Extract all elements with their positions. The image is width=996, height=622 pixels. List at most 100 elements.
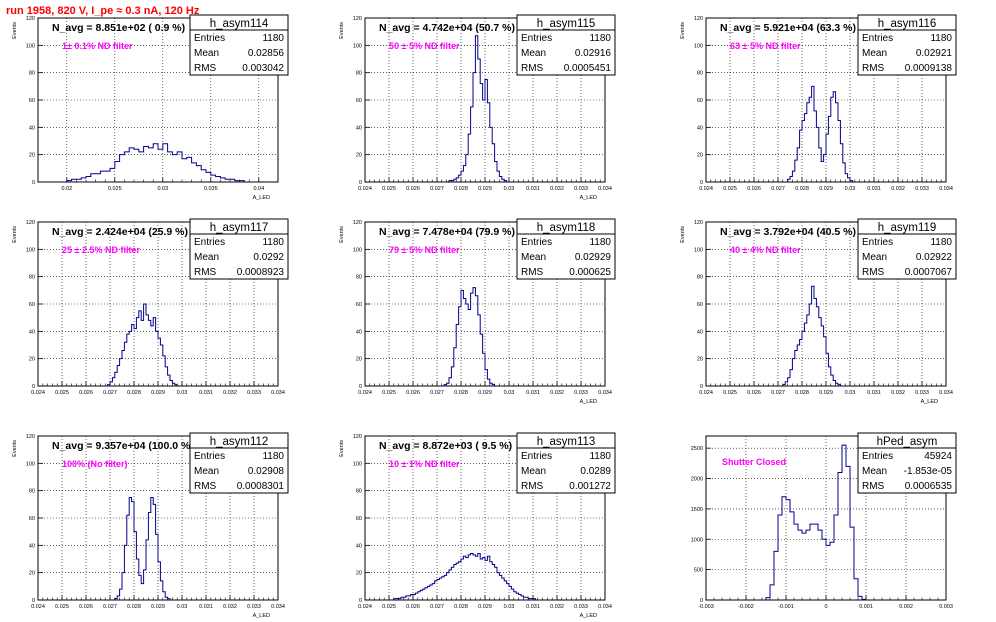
- x-tick-label: 0.033: [574, 186, 588, 192]
- x-tick-label: 0.031: [526, 604, 540, 610]
- x-tick-label: 0.032: [550, 186, 564, 192]
- y-tick-label: 2500: [691, 446, 703, 452]
- x-tick-label: 0.028: [795, 390, 809, 396]
- stat-label-mean: Mean: [194, 466, 219, 477]
- x-tick-label: 0.032: [891, 390, 905, 396]
- x-tick-label: 0.027: [430, 186, 444, 192]
- stat-label-entries: Entries: [194, 451, 225, 462]
- x-tick-label: 0.034: [939, 390, 953, 396]
- stat-value-mean: 0.02856: [248, 48, 285, 59]
- histogram-line: [393, 553, 536, 600]
- x-tick-label: 0.031: [199, 390, 213, 396]
- x-axis-title: A_LED: [921, 399, 938, 405]
- histogram-pad-h_asym116: 0.024 0.025 0.026 0.027 0.028 0.029 0.03 0.031 0…: [680, 14, 957, 192]
- x-tick-label: 0.034: [271, 390, 285, 396]
- y-tick-label: 40: [697, 125, 703, 131]
- stat-label-rms: RMS: [521, 63, 544, 74]
- navg-label: N_avg = 5.921e+04 (63.3 %): [720, 22, 856, 34]
- stat-value-rms: 0.003042: [242, 63, 284, 74]
- x-tick-label: 0.026: [406, 604, 420, 610]
- x-tick-label: 0.033: [247, 604, 261, 610]
- stat-value-entries: 1180: [262, 237, 284, 248]
- y-tick-label: 40: [356, 329, 362, 335]
- x-tick-label: 0.029: [478, 390, 492, 396]
- y-tick-label: 120: [26, 16, 35, 22]
- x-tick-label: 0.026: [79, 604, 93, 610]
- stat-value-rms: 0.0009138: [905, 63, 953, 74]
- histogram-line: [782, 285, 841, 386]
- y-tick-label: 20: [356, 571, 362, 577]
- stats-box: h_asym114 Entries 1180 Mean 0.02856 RMS 0.0030…: [189, 14, 289, 76]
- x-tick-label: 0.028: [454, 390, 468, 396]
- stat-label-rms: RMS: [862, 481, 885, 492]
- x-tick-label: 0.03: [504, 604, 515, 610]
- y-tick-label: 100: [353, 247, 362, 253]
- stat-value-entries: 1180: [589, 33, 611, 44]
- stat-label-entries: Entries: [521, 33, 552, 44]
- x-tick-label: 0.032: [891, 186, 905, 192]
- x-tick-label: 0.025: [382, 390, 396, 396]
- x-tick-label: 0.034: [598, 390, 612, 396]
- stat-value-entries: 1180: [930, 237, 952, 248]
- x-tick-label: 0.025: [382, 604, 396, 610]
- x-tick-label: 0.028: [454, 186, 468, 192]
- stat-value-entries: 1180: [589, 237, 611, 248]
- stats-box-frame: [857, 14, 957, 76]
- stat-value-rms: 0.0005451: [564, 63, 612, 74]
- stat-label-entries: Entries: [194, 237, 225, 248]
- stat-label-rms: RMS: [194, 267, 217, 278]
- y-tick-label: 0: [700, 598, 703, 604]
- filter-annotation: 79 ± 5% ND filter: [389, 245, 460, 255]
- y-tick-label: 0: [359, 180, 362, 186]
- stats-box-frame: [857, 218, 957, 280]
- stats-box-frame: [516, 14, 616, 76]
- histogram-line: [443, 287, 496, 386]
- y-tick-label: 80: [29, 489, 35, 495]
- x-tick-label: 0.003: [939, 604, 953, 610]
- stat-label-rms: RMS: [862, 63, 885, 74]
- navg-label: N_avg = 7.478e+04 (79.9 %): [379, 226, 515, 238]
- y-tick-label: 20: [356, 357, 362, 363]
- histogram-line: [448, 35, 508, 182]
- y-tick-label: 60: [29, 98, 35, 104]
- stat-value-rms: 0.0008301: [237, 481, 285, 492]
- x-tick-label: 0.033: [574, 390, 588, 396]
- x-tick-label: 0.04: [253, 186, 264, 192]
- y-tick-label: 20: [29, 571, 35, 577]
- y-tick-label: 0: [359, 598, 362, 604]
- y-axis-title: Events: [680, 226, 686, 243]
- y-tick-label: 40: [29, 329, 35, 335]
- y-tick-label: 100: [694, 43, 703, 49]
- x-tick-label: 0.026: [747, 390, 761, 396]
- stats-box: hPed_asym Entries 45924 Mean -1.853e-05 RMS 0.…: [857, 432, 957, 494]
- x-tick-label: 0.027: [771, 186, 785, 192]
- x-tick-label: 0.033: [915, 390, 929, 396]
- histogram-pad-h_asym113: 0.024 0.025 0.026 0.027 0.028 0.029 0.03 0.031 0…: [339, 432, 616, 619]
- histogram-name: h_asym117: [210, 222, 269, 234]
- navg-label: N_avg = 8.851e+02 ( 0.9 %): [52, 22, 185, 34]
- stat-value-entries: 1180: [589, 451, 611, 462]
- y-tick-label: 1000: [691, 537, 703, 543]
- histogram-name: h_asym118: [537, 222, 596, 234]
- x-tick-label: 0.029: [819, 186, 833, 192]
- filter-annotation: 40 ± 4% ND filter: [730, 245, 801, 255]
- stat-value-mean: 0.02916: [575, 48, 612, 59]
- stat-label-mean: Mean: [862, 48, 887, 59]
- x-tick-label: 0.033: [915, 186, 929, 192]
- y-tick-label: 80: [356, 489, 362, 495]
- x-tick-label: 0.032: [550, 604, 564, 610]
- x-tick-label: 0.025: [108, 186, 122, 192]
- stat-label-entries: Entries: [521, 451, 552, 462]
- histogram-line: [765, 444, 867, 600]
- x-tick-label: 0.031: [526, 390, 540, 396]
- x-tick-label: 0.03: [504, 390, 515, 396]
- stat-label-rms: RMS: [521, 481, 544, 492]
- x-tick-label: 0: [824, 604, 827, 610]
- histogram-line: [107, 303, 178, 386]
- filter-annotation: 100% (No filter): [62, 459, 128, 469]
- x-tick-label: 0.024: [31, 604, 45, 610]
- x-tick-label: 0.034: [271, 604, 285, 610]
- stats-box-frame: [189, 14, 289, 76]
- x-tick-label: 0.026: [406, 186, 420, 192]
- x-tick-label: 0.025: [55, 390, 69, 396]
